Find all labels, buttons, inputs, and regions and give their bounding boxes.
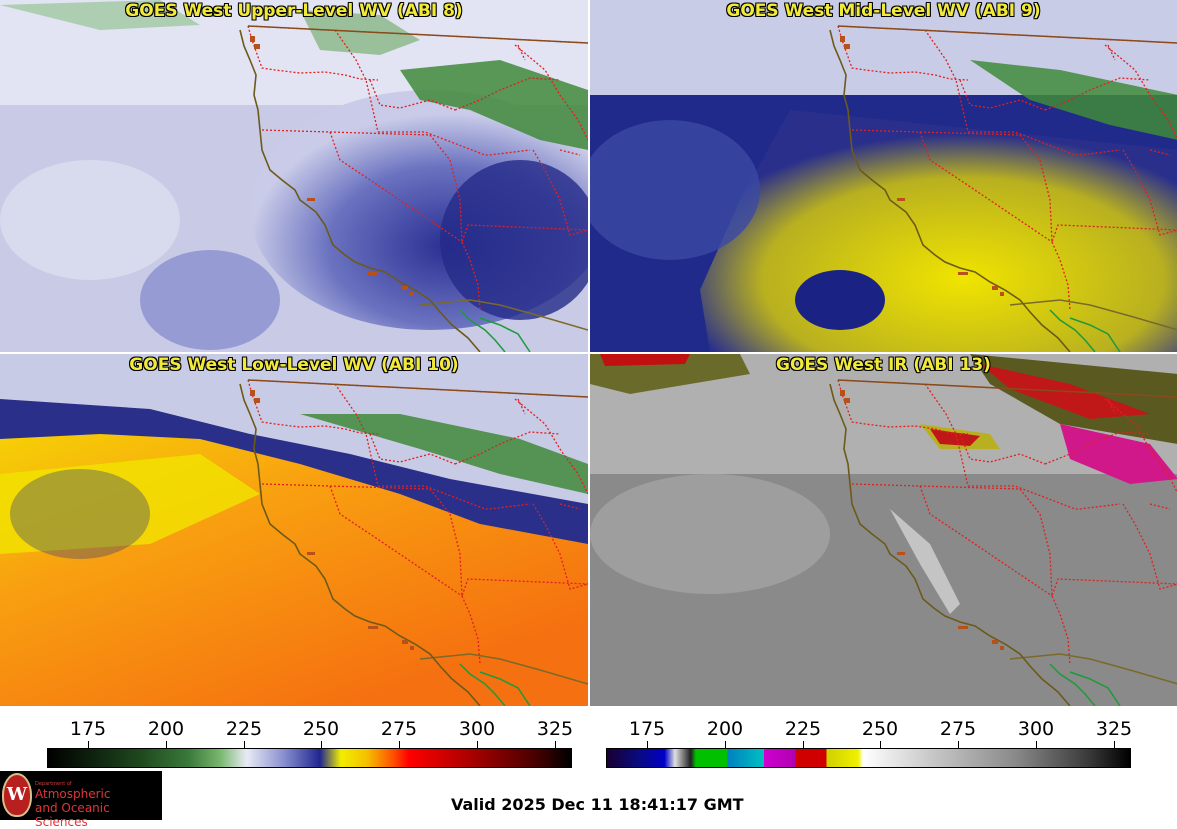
low-level-wv-image — [0, 354, 588, 706]
wv-colorbar — [47, 748, 572, 768]
ir-panel: GOES West IR (ABI 13) — [590, 354, 1177, 706]
logo-line-2: and Oceanic Sciences — [35, 801, 110, 829]
ir-tick-label: 300 — [1017, 718, 1055, 740]
aos-logo: W Department of Atmospheric and Oceanic … — [0, 771, 162, 829]
panel-title: GOES West Mid-Level WV (ABI 9) — [726, 1, 1041, 21]
wv-tick-label: 325 — [536, 718, 574, 740]
uw-crest-icon: W — [2, 773, 32, 817]
panel-title: GOES West IR (ABI 13) — [776, 355, 991, 375]
valid-time: Valid 2025 Dec 11 18:41:17 GMT — [451, 795, 744, 814]
logo-department: Department of — [35, 781, 72, 787]
ir-tick-label: 175 — [628, 718, 666, 740]
logo-line-1: Atmospheric — [35, 787, 111, 801]
low-level-wv-panel: GOES West Low-Level WV (ABI 10) — [0, 354, 588, 706]
panel-title: GOES West Low-Level WV (ABI 10) — [129, 355, 459, 375]
ir-tick-label: 250 — [861, 718, 899, 740]
upper-level-wv-panel: GOES West Upper-Level WV (ABI 8) — [0, 0, 588, 352]
wv-tick-label: 300 — [458, 718, 496, 740]
wv-tick-label: 250 — [302, 718, 340, 740]
mid-level-wv-panel: GOES West Mid-Level WV (ABI 9) — [590, 0, 1177, 352]
wv-tick-label: 225 — [225, 718, 263, 740]
ir-colorbar — [606, 748, 1131, 768]
upper-level-wv-image — [0, 0, 588, 352]
wv-tick-label: 200 — [147, 718, 185, 740]
ir-tick-label: 225 — [784, 718, 822, 740]
ir-image — [590, 354, 1177, 706]
panel-title: GOES West Upper-Level WV (ABI 8) — [125, 1, 463, 21]
wv-tick-label: 275 — [380, 718, 418, 740]
ir-tick-label: 325 — [1095, 718, 1133, 740]
ir-tick-label: 275 — [939, 718, 977, 740]
ir-tick-label: 200 — [706, 718, 744, 740]
mid-level-wv-image — [590, 0, 1177, 352]
wv-tick-label: 175 — [69, 718, 107, 740]
